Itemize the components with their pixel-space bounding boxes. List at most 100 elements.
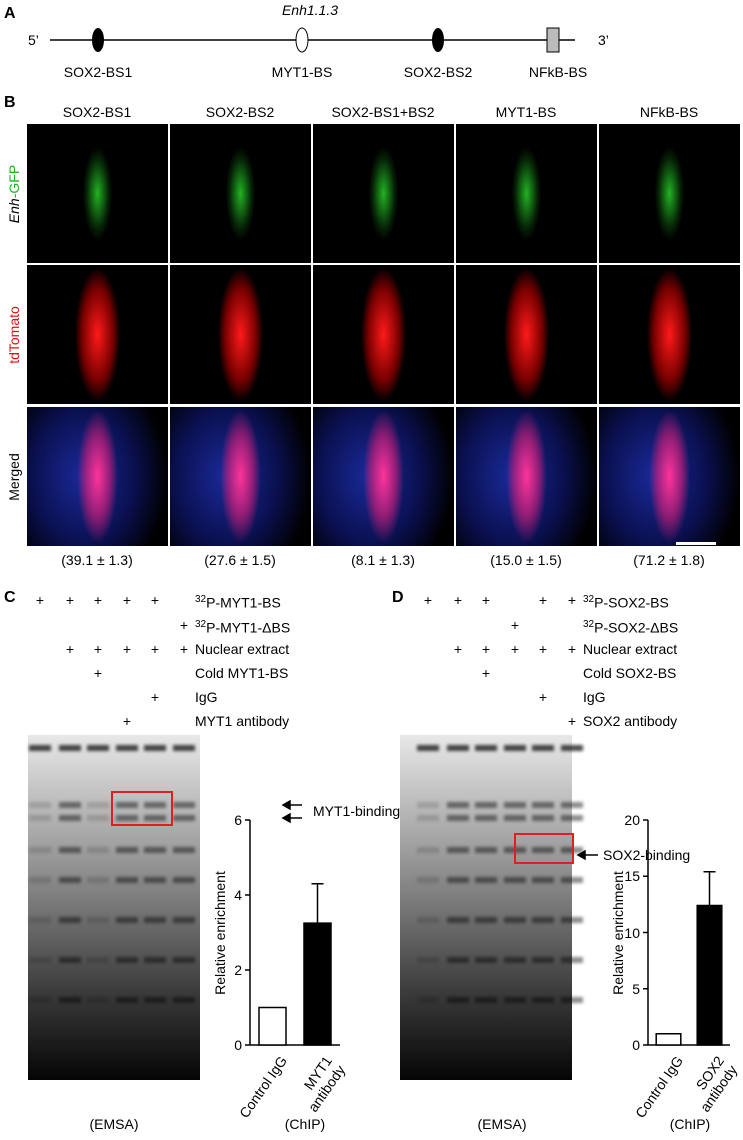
site-nfkb-bs [546, 27, 560, 53]
condition-text: Nuclear extract [583, 641, 678, 657]
gel-c [28, 735, 200, 1080]
gel-band [475, 997, 497, 1003]
gel-band [504, 815, 526, 821]
gel-band [417, 957, 439, 963]
gel-band [475, 917, 497, 923]
condition-text: Nuclear extract [195, 641, 290, 657]
gel-band [447, 957, 469, 963]
sign: + [567, 592, 577, 608]
sign: + [567, 641, 577, 657]
gel-band [561, 957, 583, 963]
condition-label: 32P-MYT1-BS [195, 592, 281, 611]
gel-band [504, 957, 526, 963]
micrograph [313, 407, 454, 546]
label-part: -GFP [6, 164, 22, 199]
gel-band [417, 877, 439, 883]
condition-label: Nuclear extract [195, 641, 289, 657]
scale-bar [676, 542, 716, 545]
error-bar [703, 871, 716, 906]
panel-letter: C [4, 589, 16, 606]
column-header: SOX2-BS2 [205, 104, 275, 120]
gel-band [417, 997, 439, 1003]
highlight-box [111, 791, 173, 826]
sign: + [538, 592, 548, 608]
gel-band [447, 917, 469, 923]
gel-band [532, 847, 554, 853]
gel-band [417, 815, 439, 821]
gel-band [447, 815, 469, 821]
micrograph [27, 407, 168, 546]
site-myt1-bs [295, 27, 309, 53]
condition-label: MYT1 antibody [195, 713, 289, 729]
superscript: 32 [195, 594, 207, 605]
panel-letter: A [4, 5, 16, 22]
gel-band [561, 815, 583, 821]
gel-band [561, 745, 583, 751]
gel-band [475, 745, 497, 751]
gel-band [173, 815, 195, 821]
sign: + [122, 592, 132, 608]
three-prime: 3’ [598, 32, 609, 48]
sign: + [538, 689, 548, 705]
gel-band [29, 815, 51, 821]
gel-band [59, 957, 81, 963]
gel-band [59, 815, 81, 821]
gel-band [475, 957, 497, 963]
micrograph [599, 407, 740, 546]
gel-band [29, 957, 51, 963]
micrograph [599, 265, 740, 404]
gel-band [87, 957, 109, 963]
gel-band [532, 917, 554, 923]
gel-band [59, 847, 81, 853]
gel-band [87, 997, 109, 1003]
bar [696, 904, 723, 1046]
gel-band [532, 745, 554, 751]
gel-band [29, 917, 51, 923]
gel-band [504, 802, 526, 808]
quantification: (71.2 ± 1.8) [633, 552, 705, 568]
micrograph [27, 265, 168, 404]
micrograph [313, 124, 454, 263]
gel-band [561, 877, 583, 883]
gel-band [561, 997, 583, 1003]
gel-band [87, 802, 109, 808]
gel-band [173, 745, 195, 751]
caption: (ChIP) [669, 1116, 711, 1132]
gel-band [116, 877, 138, 883]
gel-band [59, 802, 81, 808]
y-axis-label: Relative enrichment [610, 870, 626, 995]
column-header: MYT1-BS [495, 104, 557, 120]
condition-label: Nuclear extract [583, 641, 677, 657]
sign: + [35, 592, 45, 608]
bar [258, 1006, 287, 1046]
gel-band [116, 745, 138, 751]
micrograph [170, 265, 311, 404]
condition-label: IgG [583, 689, 606, 705]
y-tick-label: 2 [234, 962, 242, 978]
band-label: MYT1-binding [313, 803, 401, 819]
sign: + [510, 617, 520, 633]
micrograph [456, 124, 597, 263]
sign: + [179, 617, 189, 633]
sign: + [93, 641, 103, 657]
micrograph [27, 124, 168, 263]
site-label: MYT1-BS [271, 64, 333, 80]
y-tick-label: 5 [632, 980, 640, 997]
row-label: Merged [6, 453, 22, 501]
arrows [281, 799, 598, 861]
gel-band [173, 957, 195, 963]
site-sox2-bs2 [432, 28, 444, 52]
gel-band [59, 917, 81, 923]
sign: + [179, 641, 189, 657]
gel-band [417, 917, 439, 923]
condition-label: SOX2 antibody [583, 713, 677, 729]
gel-band [532, 997, 554, 1003]
gel-band [504, 997, 526, 1003]
gel-band [59, 745, 81, 751]
row-label: Enh-GFP [6, 165, 22, 223]
gel-d [400, 735, 572, 1080]
bar [655, 1033, 682, 1046]
gel-band [87, 877, 109, 883]
quantification: (15.0 ± 1.5) [490, 552, 562, 568]
